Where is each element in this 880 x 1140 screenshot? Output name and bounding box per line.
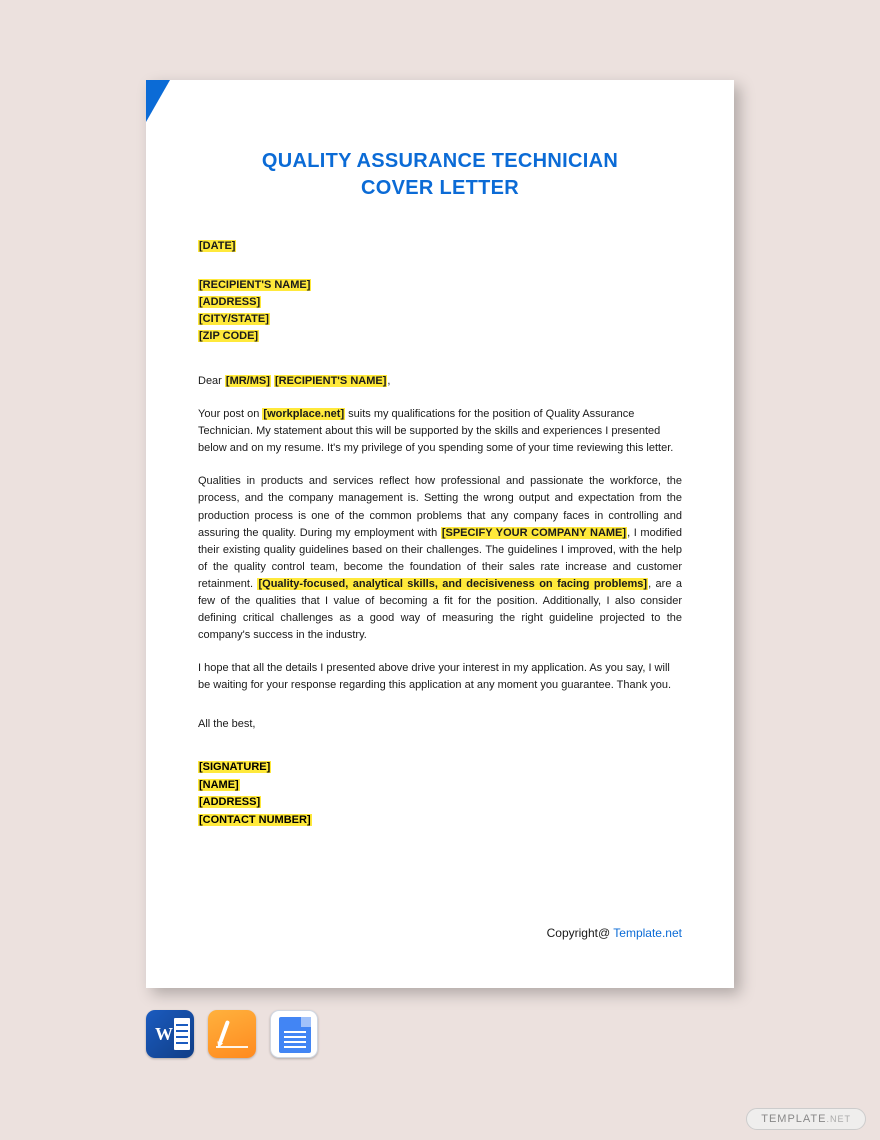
p2-company: [SPECIFY YOUR COMPANY NAME] bbox=[441, 527, 627, 539]
format-icons-row: W bbox=[146, 1010, 318, 1058]
paragraph-2: Qualities in products and services refle… bbox=[198, 473, 682, 643]
corner-accent bbox=[146, 80, 170, 122]
title-line-2: COVER LETTER bbox=[198, 175, 682, 202]
copyright-link[interactable]: Template.net bbox=[613, 926, 682, 940]
field-sig-address: [ADDRESS] bbox=[198, 796, 261, 808]
field-zip: [ZIP CODE] bbox=[198, 330, 259, 342]
title-line-1: QUALITY ASSURANCE TECHNICIAN bbox=[198, 148, 682, 175]
copyright-line: Copyright@ Template.net bbox=[547, 926, 682, 940]
field-address: [ADDRESS] bbox=[198, 296, 261, 308]
p2-qualities: [Quality-focused, analytical skills, and… bbox=[257, 578, 648, 590]
paragraph-3: I hope that all the details I presented … bbox=[198, 660, 682, 694]
field-contact: [CONTACT NUMBER] bbox=[198, 814, 312, 826]
document-title: QUALITY ASSURANCE TECHNICIAN COVER LETTE… bbox=[198, 148, 682, 202]
watermark-main: TEMPLATE bbox=[761, 1113, 826, 1125]
salutation-pre: Dear bbox=[198, 375, 225, 387]
word-icon[interactable]: W bbox=[146, 1010, 194, 1058]
signature-block: [SIGNATURE] [NAME] [ADDRESS] [CONTACT NU… bbox=[198, 759, 682, 829]
paragraph-1: Your post on [workplace.net] suits my qu… bbox=[198, 406, 682, 457]
field-name: [NAME] bbox=[198, 779, 240, 791]
document-page: QUALITY ASSURANCE TECHNICIAN COVER LETTE… bbox=[146, 80, 734, 988]
watermark-ext: .NET bbox=[826, 1114, 851, 1124]
pages-icon[interactable] bbox=[208, 1010, 256, 1058]
p1-pre: Your post on bbox=[198, 408, 262, 420]
field-recipient-name: [RECIPIENT'S NAME] bbox=[198, 279, 311, 291]
salutation-post: , bbox=[387, 375, 390, 387]
google-docs-icon[interactable] bbox=[270, 1010, 318, 1058]
field-city-state: [CITY/STATE] bbox=[198, 313, 270, 325]
date-block: [DATE] bbox=[198, 238, 682, 255]
recipient-block: [RECIPIENT'S NAME] [ADDRESS] [CITY/STATE… bbox=[198, 277, 682, 345]
p1-site: [workplace.net] bbox=[262, 408, 345, 420]
field-signature: [SIGNATURE] bbox=[198, 761, 271, 773]
salutation-name: [RECIPIENT'S NAME] bbox=[274, 375, 387, 387]
field-date: [DATE] bbox=[198, 240, 236, 252]
watermark-badge: TEMPLATE.NET bbox=[746, 1108, 866, 1130]
salutation-line: Dear [MR/MS] [RECIPIENT'S NAME], bbox=[198, 373, 682, 390]
copyright-pre: Copyright@ bbox=[547, 926, 614, 940]
closing-line: All the best, bbox=[198, 716, 682, 733]
salutation-title: [MR/MS] bbox=[225, 375, 271, 387]
